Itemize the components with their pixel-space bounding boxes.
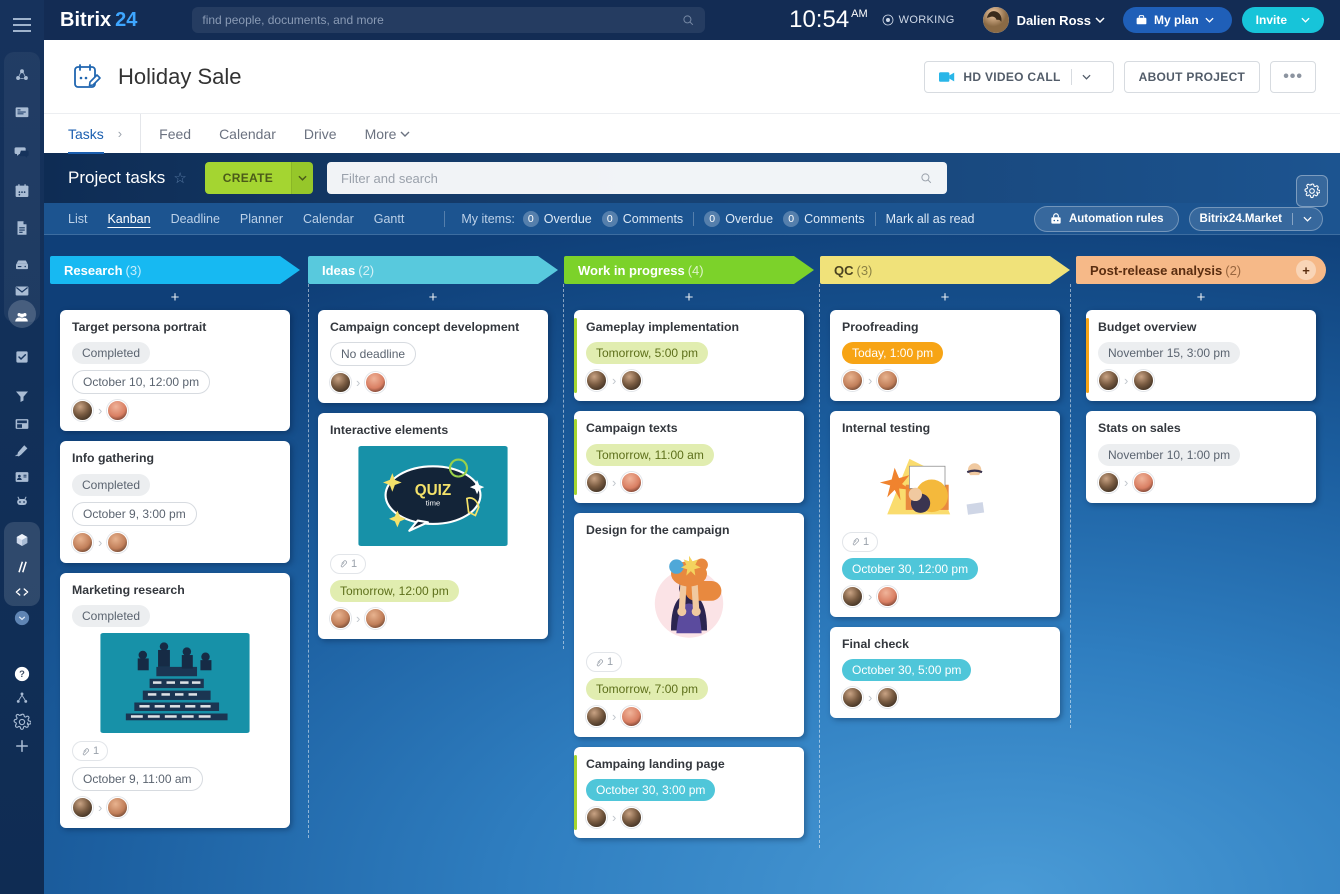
- svg-text:QUIZ: QUIZ: [415, 482, 451, 499]
- svg-text:?: ?: [19, 669, 25, 679]
- svg-text:time: time: [426, 498, 440, 507]
